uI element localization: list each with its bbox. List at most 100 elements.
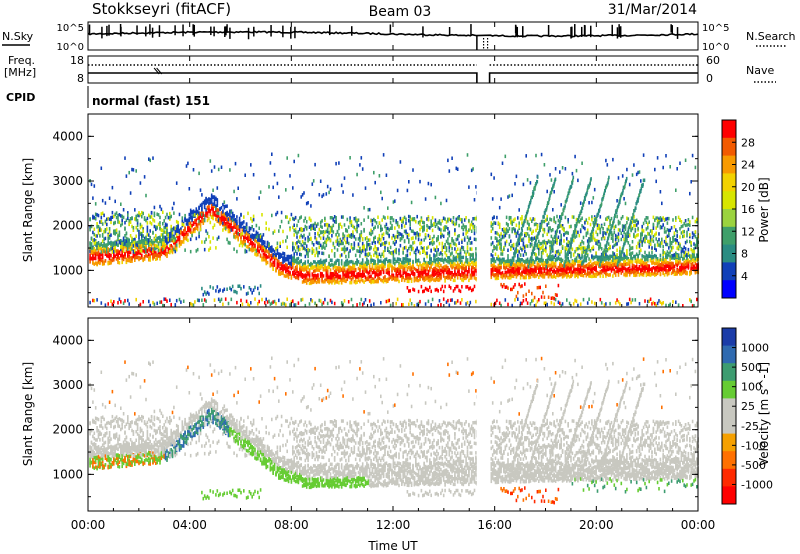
heatmap-cell: [305, 248, 308, 253]
noise-bottom-tick: 10^0: [57, 42, 84, 53]
heatmap-cell: [525, 260, 527, 264]
heatmap-cell: [410, 302, 413, 306]
heatmap-cell: [412, 217, 414, 222]
heatmap-cell: [507, 229, 509, 233]
heatmap-cell: [543, 230, 546, 234]
heatmap-cell: [282, 239, 284, 244]
heatmap-cell: [250, 301, 252, 305]
heatmap-cell: [254, 297, 256, 301]
heatmap-cell: [543, 267, 546, 271]
heatmap-cell: [415, 236, 417, 240]
heatmap-cell: [164, 297, 167, 301]
heatmap-cell: [410, 236, 413, 241]
heatmap-cell: [378, 264, 381, 268]
heatmap-cell: [169, 231, 171, 236]
heatmap-cell: [229, 286, 231, 290]
heatmap-cell: [143, 255, 146, 259]
heatmap-cell: [213, 200, 216, 204]
heatmap-cell: [131, 257, 133, 261]
heatmap-cell: [275, 302, 277, 306]
heatmap-cell: [99, 252, 101, 256]
heatmap-cell: [371, 266, 374, 271]
heatmap-cell: [156, 256, 158, 261]
heatmap-cell: [93, 241, 96, 246]
heatmap-cell: [149, 220, 151, 225]
heatmap-cell: [538, 298, 540, 302]
heatmap-cell: [423, 227, 425, 232]
heatmap-cell: [371, 280, 374, 284]
heatmap-cell: [103, 229, 105, 234]
heatmap-cell: [461, 266, 463, 270]
heatmap-cell: [187, 218, 189, 222]
heatmap-cell: [113, 241, 115, 245]
heatmap-cell: [127, 237, 129, 241]
heatmap-cell: [152, 300, 154, 305]
heatmap-cell: [322, 266, 325, 271]
heatmap-cell: [437, 220, 439, 225]
heatmap-cell: [127, 254, 129, 258]
heatmap-cell: [521, 215, 523, 219]
heatmap-cell: [135, 169, 137, 173]
heatmap-cell: [434, 218, 437, 222]
heatmap-cell: [387, 259, 389, 264]
heatmap-cell: [198, 234, 200, 239]
heatmap-cell: [426, 254, 428, 259]
heatmap-cell: [426, 228, 428, 232]
heatmap-cell: [307, 278, 309, 282]
heatmap-cell: [517, 265, 519, 269]
heatmap-cell: [378, 221, 381, 225]
heatmap-cell: [279, 262, 281, 266]
heatmap-cell: [262, 240, 265, 244]
heatmap-cell: [286, 263, 288, 268]
heatmap-cell: [127, 258, 129, 262]
heatmap-cell: [433, 272, 435, 276]
heatmap-cell: [374, 241, 376, 245]
heatmap-cell: [532, 298, 534, 303]
heatmap-cell: [293, 259, 295, 263]
heatmap-cell: [299, 252, 301, 257]
heatmap-cell: [354, 261, 357, 265]
heatmap-cell: [223, 213, 226, 217]
heatmap-cell: [333, 254, 336, 258]
heatmap-cell: [315, 280, 318, 285]
heatmap-cell: [468, 237, 470, 242]
heatmap-cell: [468, 185, 470, 189]
heatmap-cell: [120, 239, 122, 243]
heatmap-cell: [526, 244, 529, 248]
heatmap-cell: [198, 221, 200, 226]
heatmap-cell: [188, 212, 191, 217]
heatmap-cell: [448, 169, 451, 173]
heatmap-cell: [108, 256, 111, 260]
heatmap-cell: [272, 255, 274, 259]
heatmap-cell: [171, 238, 174, 243]
heatmap-cell: [279, 271, 281, 275]
heatmap-cell: [124, 244, 126, 249]
heatmap-cell: [408, 279, 410, 284]
heatmap-cell: [240, 232, 242, 237]
heatmap-cell: [196, 209, 199, 214]
heatmap-cell: [307, 201, 309, 205]
heatmap-cell: [164, 230, 167, 234]
heatmap-cell: [517, 290, 519, 295]
heatmap-cell: [254, 233, 256, 238]
heatmap-cell: [312, 265, 315, 269]
heatmap-cell: [164, 252, 167, 257]
heatmap-cell: [311, 299, 314, 303]
heatmap-cell: [252, 234, 255, 238]
heatmap-cell: [406, 188, 409, 193]
heatmap-cell: [252, 242, 255, 246]
heatmap-cell: [326, 234, 329, 239]
heatmap-cell: [248, 303, 251, 308]
heatmap-cell: [181, 232, 184, 237]
heatmap-cell: [171, 228, 174, 232]
heatmap-cell: [122, 236, 125, 240]
heatmap-cell: [188, 226, 191, 230]
heatmap-cell: [283, 274, 286, 278]
heatmap-cell: [501, 259, 504, 264]
heatmap-cell: [293, 217, 295, 222]
heatmap-cell: [104, 243, 107, 247]
heatmap-cell: [317, 232, 319, 236]
heatmap-cell: [117, 249, 119, 253]
heatmap-cell: [549, 227, 551, 231]
heatmap-cell: [396, 277, 399, 282]
